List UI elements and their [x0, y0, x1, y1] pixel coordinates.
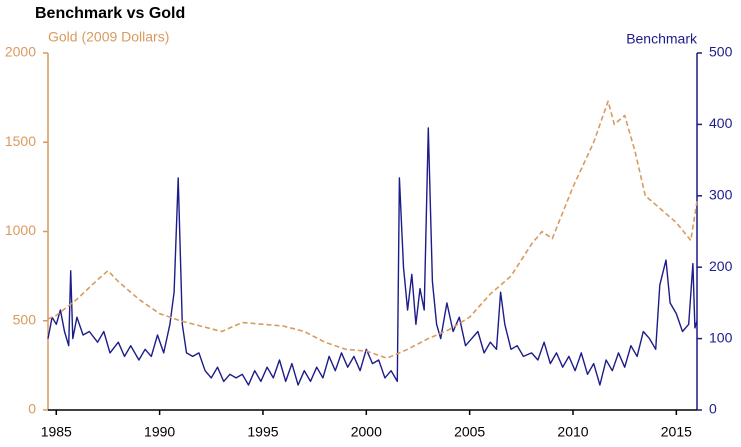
series-line	[47, 100, 698, 359]
x-tick-label: 2005	[454, 424, 485, 440]
right-axis-title: Benchmark	[626, 31, 698, 47]
y-tick-label: 2000	[5, 44, 36, 60]
y2-tick-label: 0	[709, 401, 717, 417]
y-tick-label: 500	[13, 311, 37, 327]
y2-tick-label: 100	[709, 329, 733, 345]
y2-tick-label: 400	[709, 115, 733, 131]
x-tick-label: 2000	[351, 424, 382, 440]
y2-tick-label: 300	[709, 187, 733, 203]
x-tick-label: 2010	[557, 424, 588, 440]
y-tick-label: 1500	[5, 133, 36, 149]
series-line	[47, 127, 698, 386]
x-tick-label: 1990	[144, 424, 175, 440]
y-tick-label: 0	[28, 401, 36, 417]
x-tick-label: 1985	[41, 424, 72, 440]
y2-tick-label: 200	[709, 258, 733, 274]
y2-tick-label: 500	[709, 44, 733, 60]
x-tick-label: 1995	[247, 424, 278, 440]
left-axis-title: Gold (2009 Dollars)	[48, 29, 169, 45]
y-tick-label: 1000	[5, 222, 36, 238]
chart-title: Benchmark vs Gold	[35, 5, 185, 22]
x-tick-label: 2015	[661, 424, 692, 440]
